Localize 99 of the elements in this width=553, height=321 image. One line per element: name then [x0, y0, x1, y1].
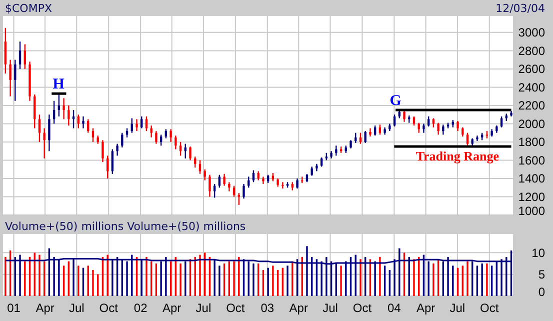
candlestick: [476, 134, 478, 142]
candlestick: [310, 166, 313, 176]
candlestick: [38, 114, 41, 143]
x-tick-label: Jul: [450, 301, 466, 315]
candlestick: [282, 182, 284, 190]
candlestick: [456, 120, 459, 132]
candlestick: [213, 183, 216, 198]
y-tick-label: 1400: [518, 172, 546, 186]
x-tick-label: Oct: [352, 301, 372, 315]
candlestick: [218, 174, 221, 188]
chart-title: $COMPX: [5, 2, 52, 15]
y-tick-label: 5: [538, 268, 546, 282]
x-tick-label: Oct: [480, 301, 500, 315]
candlestick: [136, 118, 138, 132]
candlestick: [248, 176, 250, 188]
x-tick-label: Apr: [289, 301, 308, 315]
candlestick: [24, 44, 26, 70]
candlestick: [34, 94, 36, 129]
candlestick: [111, 148, 114, 175]
candlestick: [437, 122, 440, 136]
candlestick: [14, 59, 16, 102]
candlestick: [432, 118, 435, 128]
candlestick: [427, 116, 430, 128]
candlestick: [228, 182, 230, 192]
candlestick: [43, 128, 46, 160]
candlestick: [418, 122, 420, 134]
candlestick: [102, 140, 104, 163]
candlestick: [145, 116, 148, 132]
candlestick: [174, 134, 177, 150]
candlestick: [189, 146, 192, 161]
candlestick: [62, 98, 65, 120]
y-tick-label: 10: [532, 246, 546, 260]
candlestick: [130, 118, 133, 134]
candlestick: [422, 123, 425, 134]
candlestick: [48, 114, 50, 152]
candlestick: [296, 178, 298, 190]
y-tick-label: 1200: [518, 190, 546, 204]
candlestick: [150, 124, 152, 138]
candlestick: [257, 170, 260, 181]
candlestick: [18, 40, 22, 70]
candlestick: [68, 104, 70, 126]
y-tick-label: 2800: [518, 44, 546, 58]
candlestick: [393, 114, 396, 128]
x-tick-label: Oct: [99, 301, 119, 315]
x-tick-label: Apr: [416, 301, 436, 315]
candlestick: [121, 132, 124, 148]
candlestick: [179, 141, 182, 156]
annotation: Trading Range: [416, 148, 500, 164]
y-tick-label: 2200: [518, 98, 546, 113]
y-tick-label: 2400: [518, 80, 546, 94]
candlestick: [364, 130, 366, 144]
candlestick: [52, 100, 56, 124]
x-tick-label: 03: [260, 301, 274, 315]
y-tick-label: 1000: [518, 204, 546, 218]
y-tick-label: 0: [538, 285, 546, 300]
x-tick-label: Apr: [36, 301, 54, 315]
candlestick: [442, 124, 444, 136]
candlestick: [252, 170, 255, 183]
candlestick: [160, 134, 162, 146]
candlestick: [208, 174, 211, 198]
x-tick-label: 02: [134, 301, 148, 315]
candlestick: [232, 185, 236, 198]
y-tick-label: 2600: [518, 62, 546, 76]
x-tick-label: Jul: [196, 301, 212, 315]
candlestick: [4, 27, 7, 74]
candlestick: [242, 183, 245, 200]
candlestick: [359, 132, 362, 144]
candlestick: [378, 124, 382, 136]
candlestick: [58, 94, 60, 118]
candlestick: [403, 110, 406, 122]
candlestick: [155, 130, 158, 144]
candlestick: [116, 143, 118, 156]
candlestick: [87, 118, 90, 134]
x-tick-label: Apr: [162, 301, 182, 315]
x-tick-label: Oct: [226, 301, 246, 315]
candlestick: [170, 128, 172, 143]
y-tick-label: 2000: [518, 116, 546, 131]
candlestick: [204, 168, 206, 181]
candlestick: [92, 128, 94, 143]
x-tick-label: Jul: [68, 301, 84, 315]
chart-title: Volume+(50) millions Volume+(50) millions: [5, 220, 246, 233]
x-tick-label: Jul: [322, 301, 338, 315]
candlestick: [335, 145, 338, 156]
candlestick: [500, 116, 503, 128]
y-tick-label: 1600: [518, 153, 546, 168]
chart-subtitle: 12/03/04: [496, 2, 545, 15]
candlestick: [223, 173, 226, 186]
y-tick-label: 1800: [518, 135, 546, 150]
annotation: H: [52, 76, 65, 93]
x-tick-label: 01: [7, 301, 21, 315]
annotation: G: [390, 93, 402, 110]
candlestick: [466, 132, 469, 146]
candlestick: [194, 156, 196, 168]
y-tick-label: 3000: [518, 26, 546, 40]
candlestick: [9, 59, 12, 97]
candlestick: [140, 116, 143, 129]
x-tick-label: 04: [388, 301, 402, 315]
candlestick: [164, 128, 168, 139]
candlestick: [82, 116, 84, 129]
